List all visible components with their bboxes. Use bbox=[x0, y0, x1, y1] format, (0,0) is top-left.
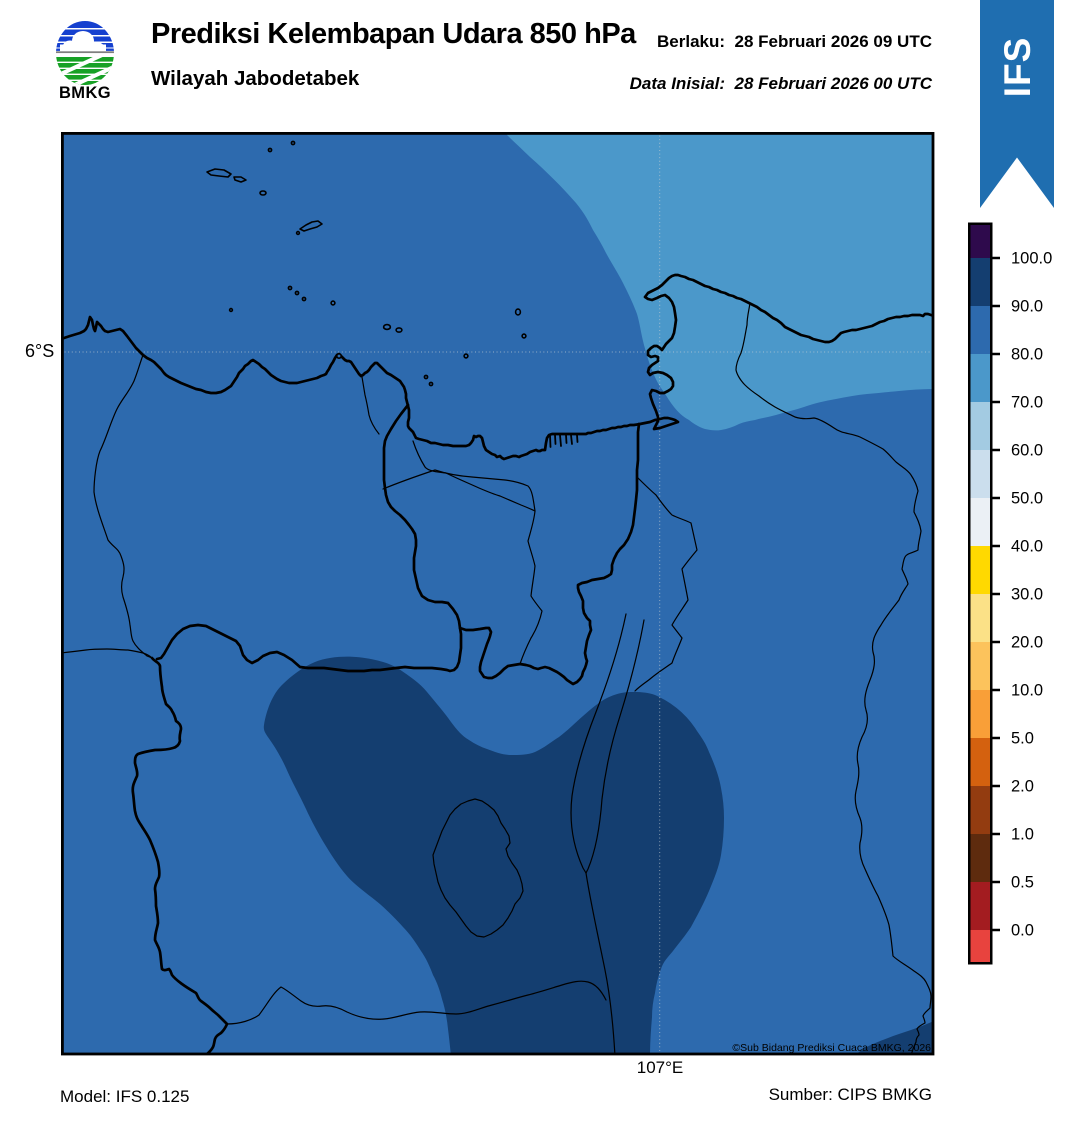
svg-text:IFS: IFS bbox=[997, 37, 1038, 98]
svg-text:100.0: 100.0 bbox=[1011, 250, 1052, 268]
svg-text:40.0: 40.0 bbox=[1011, 538, 1043, 556]
svg-text:60.0: 60.0 bbox=[1011, 442, 1043, 460]
svg-text:0.5: 0.5 bbox=[1011, 874, 1034, 892]
svg-text:80.0: 80.0 bbox=[1011, 346, 1043, 364]
svg-text:1.0: 1.0 bbox=[1011, 826, 1034, 844]
svg-text:0.0: 0.0 bbox=[1011, 922, 1034, 940]
svg-text:5.0: 5.0 bbox=[1011, 730, 1034, 748]
svg-text:30.0: 30.0 bbox=[1011, 586, 1043, 604]
svg-text:50.0: 50.0 bbox=[1011, 490, 1043, 508]
svg-text:10.0: 10.0 bbox=[1011, 682, 1043, 700]
svg-text:2.0: 2.0 bbox=[1011, 778, 1034, 796]
svg-text:70.0: 70.0 bbox=[1011, 394, 1043, 412]
svg-text:©Sub Bidang Prediksi Cuaca BMK: ©Sub Bidang Prediksi Cuaca BMKG, 2026 bbox=[732, 1042, 931, 1054]
svg-text:20.0: 20.0 bbox=[1011, 634, 1043, 652]
svg-text:BMKG: BMKG bbox=[59, 84, 111, 102]
svg-text:90.0: 90.0 bbox=[1011, 298, 1043, 316]
